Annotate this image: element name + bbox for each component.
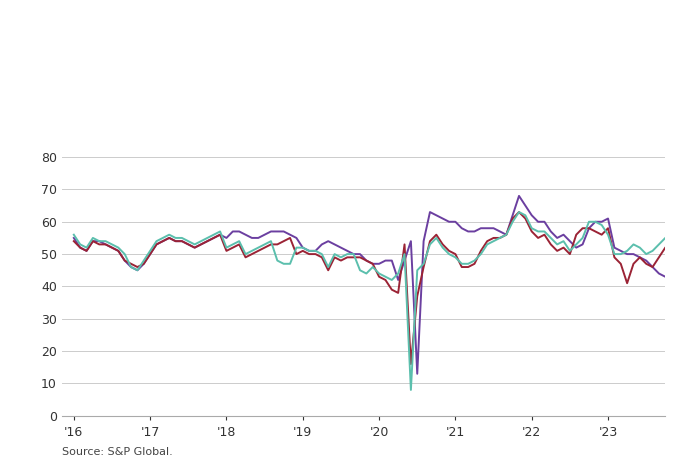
- Text: Source: S&P Global.: Source: S&P Global.: [62, 447, 173, 457]
